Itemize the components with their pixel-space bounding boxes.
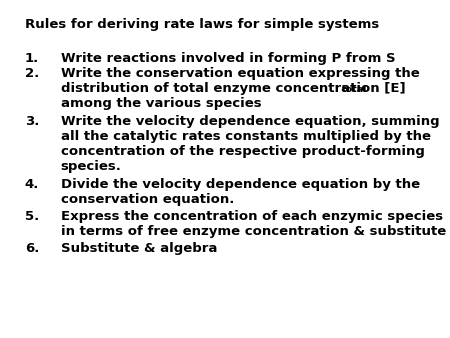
- Text: Divide the velocity dependence equation by the: Divide the velocity dependence equation …: [61, 178, 420, 191]
- Text: in terms of free enzyme concentration & substitute: in terms of free enzyme concentration & …: [61, 225, 446, 238]
- Text: species.: species.: [61, 160, 122, 173]
- Text: among the various species: among the various species: [61, 97, 261, 110]
- Text: Substitute & algebra: Substitute & algebra: [61, 242, 217, 255]
- Text: 3.: 3.: [25, 115, 39, 128]
- Text: Write the conservation equation expressing the: Write the conservation equation expressi…: [61, 67, 419, 80]
- Text: conservation equation.: conservation equation.: [61, 193, 234, 206]
- Text: Write the velocity dependence equation, summing: Write the velocity dependence equation, …: [61, 115, 439, 128]
- Text: 2.: 2.: [25, 67, 39, 80]
- Text: 5.: 5.: [25, 210, 39, 223]
- Text: concentration of the respective product-forming: concentration of the respective product-…: [61, 145, 425, 158]
- Text: 4.: 4.: [25, 178, 39, 191]
- Text: Rules for deriving rate laws for simple systems: Rules for deriving rate laws for simple …: [25, 18, 379, 31]
- Text: Write reactions involved in forming P from S: Write reactions involved in forming P fr…: [61, 52, 396, 65]
- Text: all the catalytic rates constants multiplied by the: all the catalytic rates constants multip…: [61, 130, 431, 143]
- Text: 1.: 1.: [25, 52, 39, 65]
- Text: total: total: [342, 85, 367, 94]
- Text: Express the concentration of each enzymic species: Express the concentration of each enzymi…: [61, 210, 443, 223]
- Text: distribution of total enzyme concentration [E]: distribution of total enzyme concentrati…: [61, 82, 405, 95]
- Text: 6.: 6.: [25, 242, 39, 255]
